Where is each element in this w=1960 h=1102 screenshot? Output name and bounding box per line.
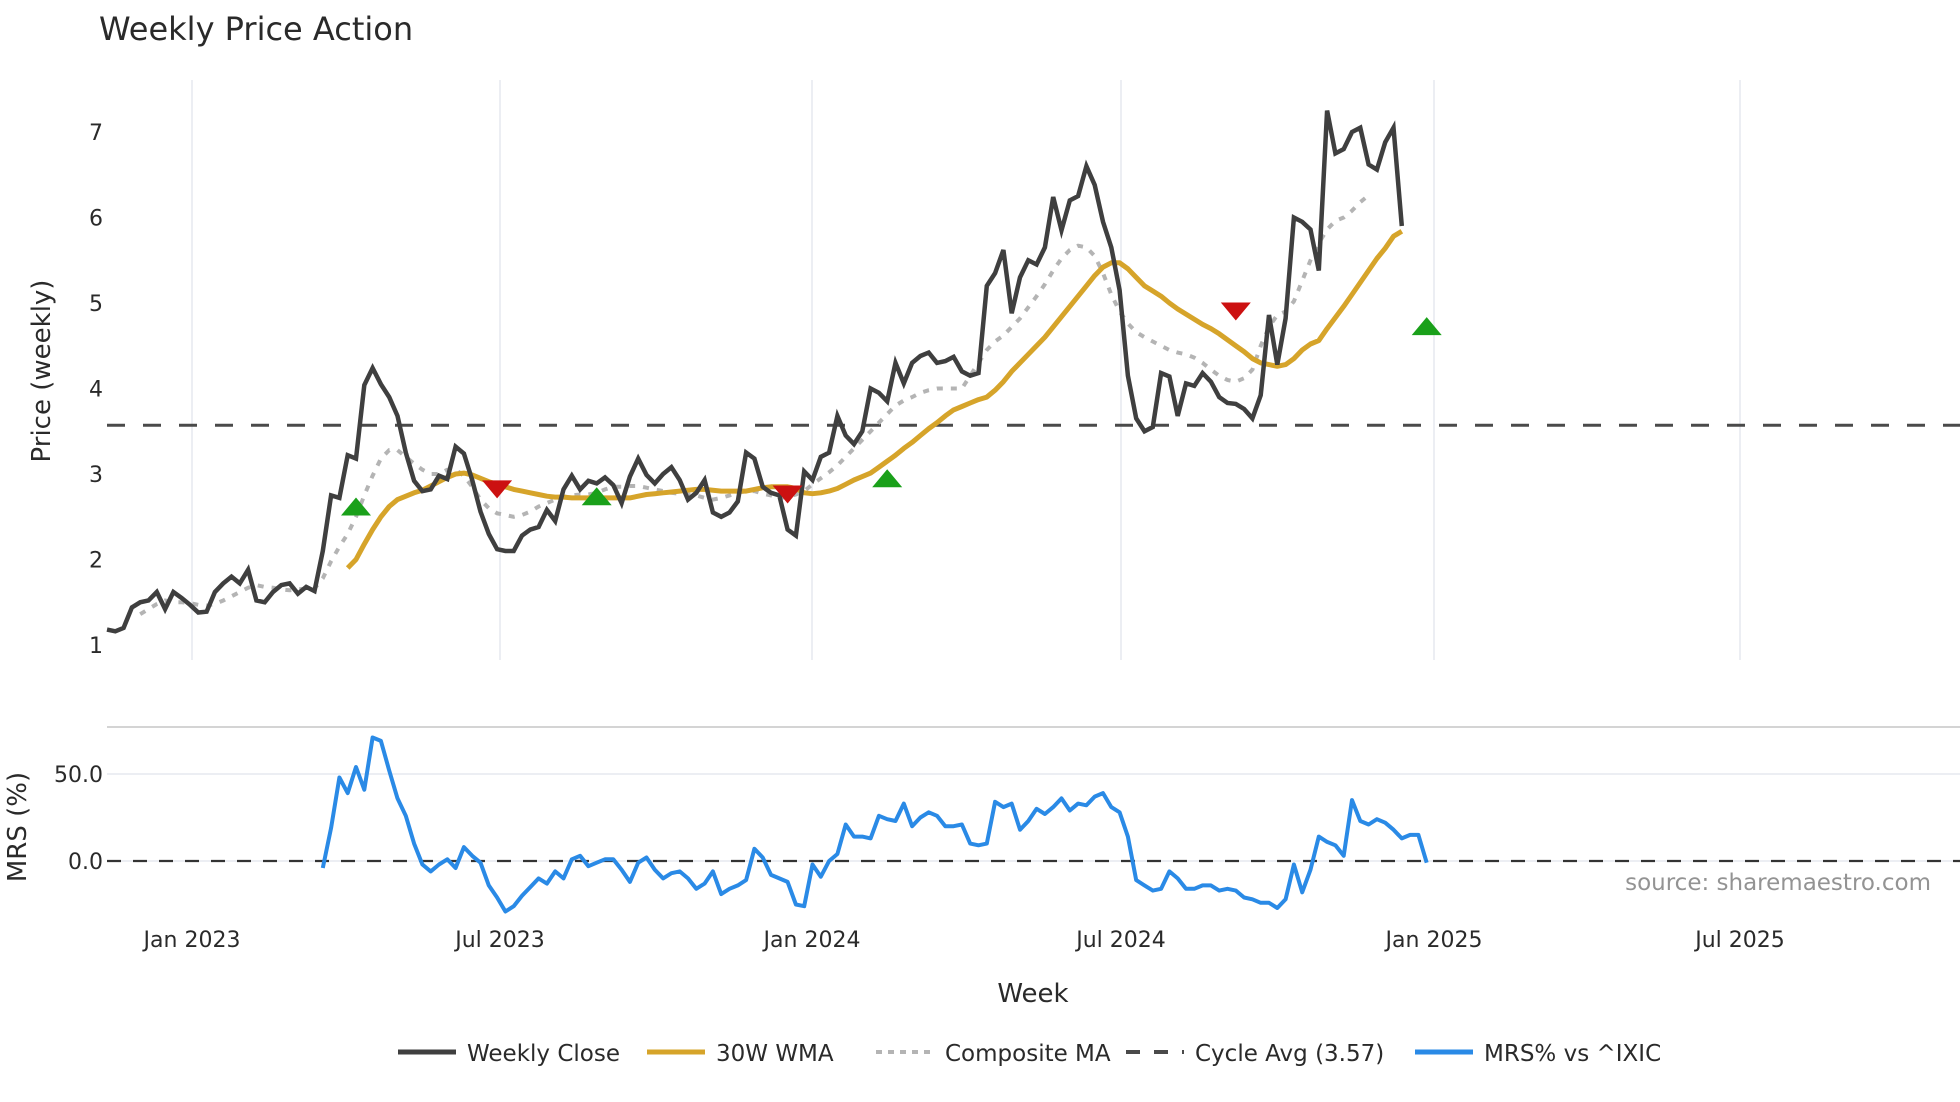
source-annotation: source: sharemaestro.com xyxy=(1625,870,1931,896)
x-tick-label: Jan 2025 xyxy=(1384,928,1483,953)
legend-item[interactable]: Cycle Avg (3.57) xyxy=(1126,1041,1384,1067)
price-y-axis-label: Price (weekly) xyxy=(27,280,57,463)
legend: Weekly Close 30W WMA Composite MA Cycle Avg… xyxy=(398,1041,1661,1067)
mrs-y-axis-ticks: 0.0 50.0 xyxy=(54,763,103,875)
buy-signal-triangle-up-icon xyxy=(581,487,612,506)
x-tick-label: Jul 2025 xyxy=(1693,928,1785,953)
price-y-tick: 4 xyxy=(89,378,103,403)
legend-item[interactable]: Composite MA xyxy=(876,1041,1111,1067)
legend-label: MRS% vs ^IXIC xyxy=(1484,1041,1661,1067)
price-y-tick: 5 xyxy=(89,292,103,317)
legend-label: Cycle Avg (3.57) xyxy=(1195,1041,1384,1067)
price-y-tick: 6 xyxy=(89,207,103,232)
price-y-tick: 1 xyxy=(89,634,103,659)
chart-title: Weekly Price Action xyxy=(99,10,413,48)
mrs-y-tick: 0.0 xyxy=(68,850,103,875)
mrs-y-tick: 50.0 xyxy=(54,763,103,788)
x-tick-label: Jul 2024 xyxy=(1074,928,1166,953)
x-tick-label: Jul 2023 xyxy=(453,928,545,953)
buy-signal-triangle-up-icon xyxy=(341,497,371,516)
buy-signal-triangle-up-icon xyxy=(872,469,903,488)
sell-signal-triangle-down-icon xyxy=(772,485,803,504)
price-y-tick: 2 xyxy=(89,549,103,574)
signal-markers xyxy=(341,302,1442,516)
wma-30w-line xyxy=(345,229,1404,570)
price-y-tick: 7 xyxy=(89,121,103,146)
price-y-axis-ticks: 1 2 3 4 5 6 7 xyxy=(89,121,103,659)
vertical-gridlines xyxy=(191,80,1741,660)
sell-signal-triangle-down-icon xyxy=(1220,302,1251,321)
mrs-line xyxy=(320,735,1429,914)
legend-label: Weekly Close xyxy=(467,1041,620,1067)
x-tick-label: Jan 2024 xyxy=(762,928,861,953)
legend-item[interactable]: 30W WMA xyxy=(647,1041,834,1067)
mrs-y-axis-label: MRS (%) xyxy=(3,772,33,882)
legend-item[interactable]: Weekly Close xyxy=(398,1041,620,1067)
weekly-close-line xyxy=(106,110,1405,634)
x-axis-ticks: Jan 2023 Jul 2023 Jan 2024 Jul 2024 Jan 2025… xyxy=(142,928,1785,953)
sell-signal-triangle-down-icon xyxy=(482,480,513,499)
x-axis-label: Week xyxy=(997,979,1068,1009)
legend-item[interactable]: MRS% vs ^IXIC xyxy=(1415,1041,1661,1067)
legend-label: 30W WMA xyxy=(716,1041,834,1067)
price-y-tick: 3 xyxy=(89,463,103,488)
x-tick-label: Jan 2023 xyxy=(142,928,241,953)
legend-label: Composite MA xyxy=(945,1041,1111,1067)
buy-signal-triangle-up-icon xyxy=(1411,317,1442,336)
mrs-horizontal-gridlines xyxy=(107,773,1960,862)
